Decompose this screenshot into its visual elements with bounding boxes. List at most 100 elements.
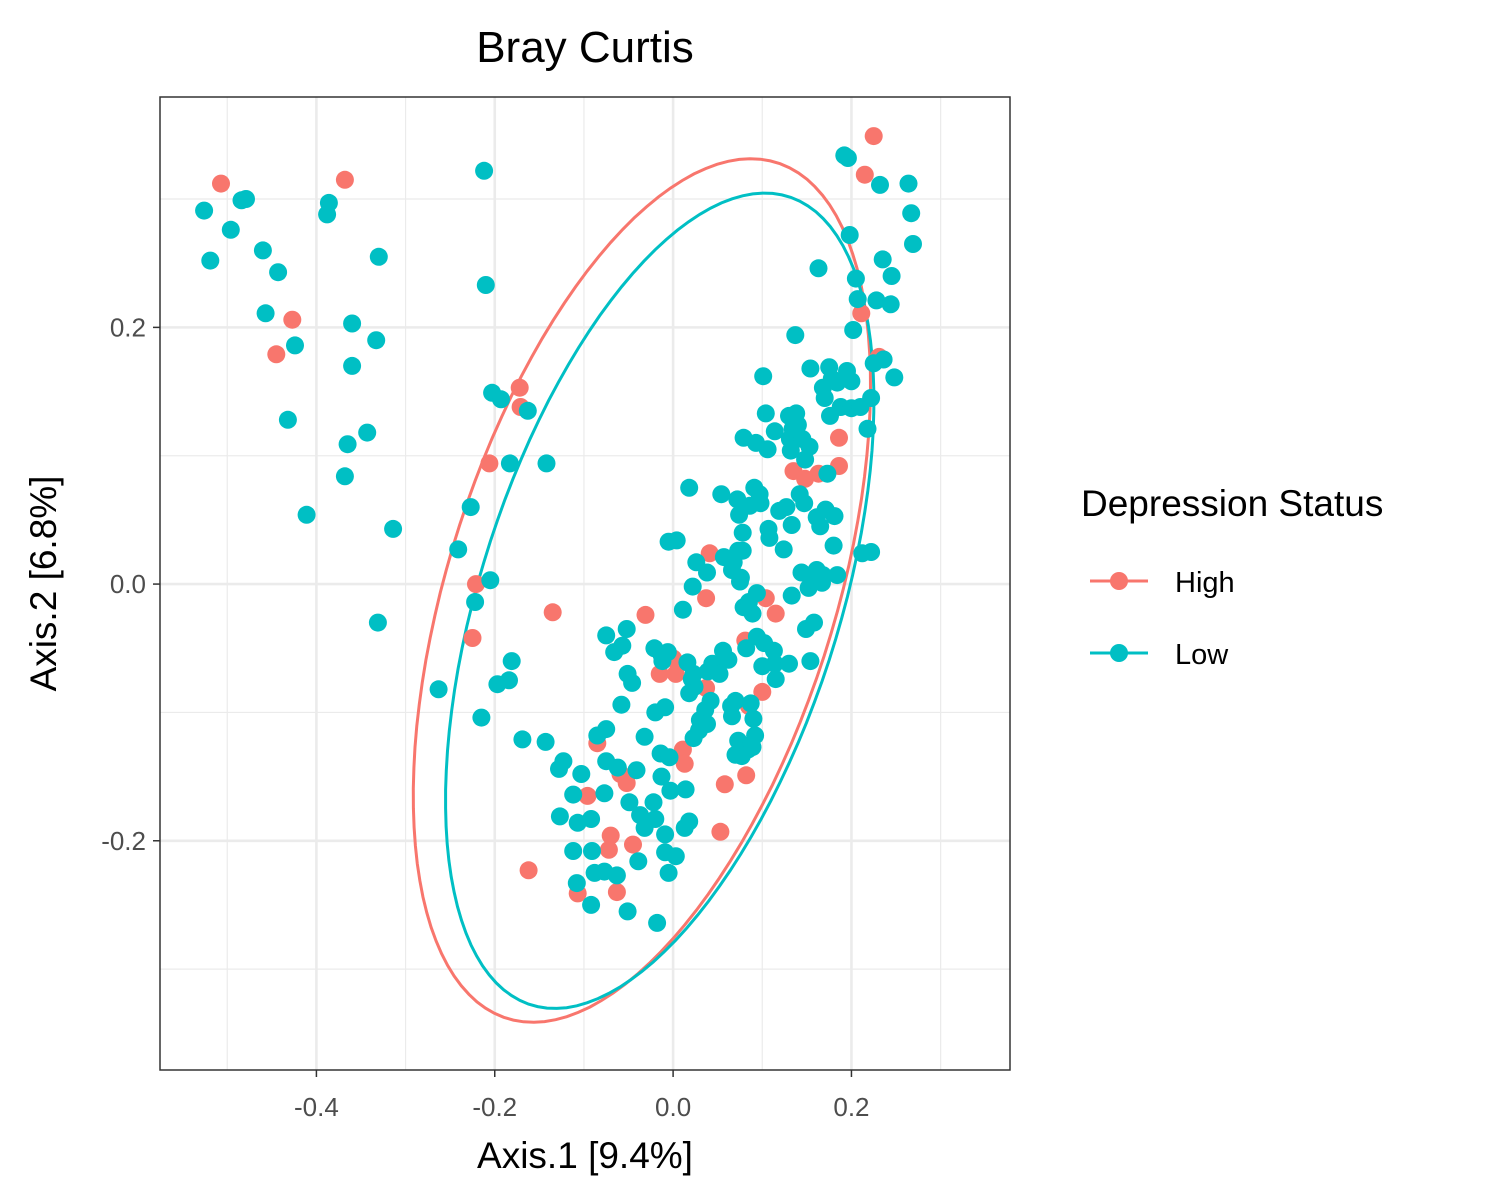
data-point-low (195, 201, 214, 220)
data-point-high (666, 664, 685, 683)
y-tick-label: 0.0 (110, 569, 146, 599)
data-point-low (838, 149, 857, 167)
data-point-low (449, 540, 468, 559)
data-point-low (710, 664, 729, 683)
data-point-low (620, 793, 639, 812)
data-point-low (737, 639, 756, 658)
data-point-low (537, 454, 556, 473)
data-point-high (711, 822, 730, 841)
data-point-low (335, 467, 354, 486)
data-point-low (795, 494, 814, 513)
data-point-low (746, 726, 765, 745)
data-point-low (492, 390, 510, 409)
data-point-low (801, 359, 820, 378)
data-point-low (680, 812, 699, 831)
data-point-low (583, 842, 601, 860)
data-point-low (741, 694, 760, 713)
data-point-low (256, 304, 275, 323)
data-point-high (855, 165, 874, 184)
data-point-low (475, 161, 494, 180)
y-tick-label: -0.2 (101, 826, 146, 856)
legend-label-high: High (1175, 567, 1235, 599)
data-point-low (518, 401, 537, 420)
confidence-ellipse-high (411, 157, 873, 1024)
data-point-low (237, 190, 255, 208)
data-point-low (728, 490, 747, 509)
data-point-low (745, 478, 764, 497)
data-point-high (212, 174, 230, 193)
legend-key-point-high (1110, 572, 1128, 590)
data-point-low (500, 671, 518, 690)
data-point-low (635, 727, 654, 746)
data-point-low (754, 367, 773, 386)
data-point-low (858, 419, 877, 438)
data-point-low (466, 593, 485, 611)
data-point-low (756, 404, 775, 423)
data-point-high (636, 605, 655, 624)
data-point-low (815, 389, 834, 407)
data-point-low (613, 636, 632, 655)
data-point-low (648, 913, 667, 932)
data-point-low (201, 251, 220, 270)
data-points (195, 127, 922, 932)
data-point-low (904, 235, 922, 253)
data-point-high (599, 840, 618, 859)
data-point-low (666, 847, 685, 866)
data-point-high (335, 170, 354, 189)
data-point-low (661, 781, 680, 800)
data-point-low (384, 519, 403, 538)
data-point-low (667, 531, 686, 550)
data-point-low (343, 356, 362, 375)
plot-panel (159, 96, 1011, 1071)
data-point-low (429, 680, 448, 699)
data-point-high (753, 682, 772, 701)
data-point-low (844, 321, 863, 339)
data-point-low (726, 691, 745, 710)
data-point-high (697, 589, 716, 608)
data-point-low (828, 566, 847, 585)
data-point-high (700, 544, 719, 563)
data-point-low (729, 541, 748, 560)
data-point-low (500, 454, 519, 473)
data-point-low (536, 732, 555, 751)
data-point-high (617, 774, 636, 792)
data-point-low (644, 793, 663, 812)
data-point-low (582, 895, 601, 914)
data-point-low (683, 577, 702, 596)
data-point-low (343, 314, 362, 333)
data-point-low (550, 807, 569, 826)
data-point-low (719, 650, 738, 669)
data-point-low (656, 825, 675, 844)
data-point-low (369, 247, 388, 266)
data-point-low (358, 423, 377, 442)
data-point-low (862, 543, 881, 561)
data-point-low (848, 290, 867, 309)
data-point-low (786, 326, 805, 345)
data-point-low (368, 613, 387, 632)
data-point-high (673, 740, 692, 759)
x-tick-label: 0.0 (655, 1092, 691, 1122)
data-point-low (286, 336, 304, 355)
data-point-high (463, 629, 482, 647)
data-point-low (597, 720, 616, 739)
data-point-high (607, 883, 626, 902)
data-point-low (567, 874, 586, 893)
data-point-low (764, 641, 783, 660)
y-tick-label: 0.2 (110, 312, 146, 342)
data-point-low (899, 174, 918, 193)
data-point-high (624, 835, 642, 854)
x-tick-label: -0.4 (294, 1092, 339, 1122)
x-axis-title: Axis.1 [9.4%] (477, 1135, 693, 1176)
data-point-low (885, 368, 904, 387)
legend-label-low: Low (1175, 639, 1229, 671)
y-axis-title: Axis.2 [6.8%] (23, 476, 64, 692)
x-tick-label: -0.2 (472, 1092, 517, 1122)
data-point-low (595, 784, 614, 803)
data-point-low (476, 276, 495, 294)
data-point-low (660, 748, 679, 767)
data-point-low (318, 205, 337, 224)
data-point-low (747, 433, 765, 452)
data-point-low (608, 758, 627, 777)
data-point-low (739, 593, 758, 611)
